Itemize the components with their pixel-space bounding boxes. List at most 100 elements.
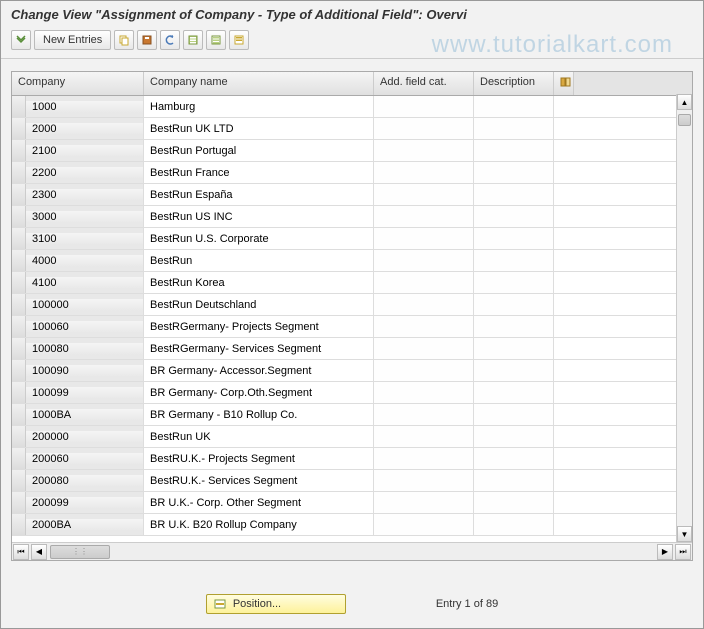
- row-selector[interactable]: [12, 316, 26, 337]
- cell-description[interactable]: [474, 140, 554, 161]
- horizontal-scrollbar[interactable]: ⏮ ◀ ⋮⋮ ▶ ⏭: [12, 542, 692, 560]
- cell-description[interactable]: [474, 272, 554, 293]
- cell-add-field[interactable]: [374, 360, 474, 381]
- cell-description[interactable]: [474, 360, 554, 381]
- table-row[interactable]: 3000BestRun US INC: [12, 206, 692, 228]
- cell-company-name[interactable]: BestRun: [144, 250, 374, 271]
- cell-add-field[interactable]: [374, 140, 474, 161]
- cell-add-field[interactable]: [374, 206, 474, 227]
- table-row[interactable]: 3100BestRun U.S. Corporate: [12, 228, 692, 250]
- cell-add-field[interactable]: [374, 448, 474, 469]
- scroll-up-button[interactable]: ▲: [677, 94, 692, 110]
- cell-company-name[interactable]: BestRun U.S. Corporate: [144, 228, 374, 249]
- cell-add-field[interactable]: [374, 294, 474, 315]
- table-row[interactable]: 2100BestRun Portugal: [12, 140, 692, 162]
- cell-add-field[interactable]: [374, 96, 474, 117]
- scroll-thumb[interactable]: [678, 114, 691, 126]
- cell-description[interactable]: [474, 96, 554, 117]
- cell-company-name[interactable]: BestRun UK LTD: [144, 118, 374, 139]
- hscroll-thumb-1[interactable]: ⋮⋮: [50, 545, 110, 559]
- cell-description[interactable]: [474, 382, 554, 403]
- cell-description[interactable]: [474, 162, 554, 183]
- table-row[interactable]: 4000BestRun: [12, 250, 692, 272]
- cell-company[interactable]: 100080: [12, 338, 144, 359]
- cell-add-field[interactable]: [374, 404, 474, 425]
- cell-company[interactable]: 3100: [12, 228, 144, 249]
- cell-company[interactable]: 1000: [12, 96, 144, 117]
- table-row[interactable]: 100090BR Germany- Accessor.Segment: [12, 360, 692, 382]
- table-row[interactable]: 200099BR U.K.- Corp. Other Segment: [12, 492, 692, 514]
- table-row[interactable]: 2200BestRun France: [12, 162, 692, 184]
- new-entries-button[interactable]: New Entries: [34, 30, 111, 50]
- table-row[interactable]: 200080BestRU.K.- Services Segment: [12, 470, 692, 492]
- cell-company-name[interactable]: Hamburg: [144, 96, 374, 117]
- cell-add-field[interactable]: [374, 228, 474, 249]
- row-selector[interactable]: [12, 360, 26, 381]
- cell-company[interactable]: 2000: [12, 118, 144, 139]
- cell-company[interactable]: 100099: [12, 382, 144, 403]
- cell-add-field[interactable]: [374, 162, 474, 183]
- table-row[interactable]: 2000BABR U.K. B20 Rollup Company: [12, 514, 692, 536]
- cell-company-name[interactable]: BestRun France: [144, 162, 374, 183]
- column-header-company[interactable]: Company: [12, 72, 144, 95]
- cell-add-field[interactable]: [374, 118, 474, 139]
- cell-add-field[interactable]: [374, 272, 474, 293]
- cell-description[interactable]: [474, 184, 554, 205]
- row-selector[interactable]: [12, 250, 26, 271]
- scroll-left-button[interactable]: ◀: [31, 544, 47, 560]
- cell-company[interactable]: 200099: [12, 492, 144, 513]
- cell-company[interactable]: 200080: [12, 470, 144, 491]
- row-selector[interactable]: [12, 492, 26, 513]
- cell-add-field[interactable]: [374, 316, 474, 337]
- cell-company-name[interactable]: BestRun Portugal: [144, 140, 374, 161]
- cell-company[interactable]: 1000BA: [12, 404, 144, 425]
- position-button[interactable]: Position...: [206, 594, 346, 614]
- cell-company-name[interactable]: BestRun UK: [144, 426, 374, 447]
- table-row[interactable]: 4100BestRun Korea: [12, 272, 692, 294]
- cell-description[interactable]: [474, 206, 554, 227]
- cell-description[interactable]: [474, 118, 554, 139]
- cell-company-name[interactable]: BR Germany- Corp.Oth.Segment: [144, 382, 374, 403]
- row-selector[interactable]: [12, 118, 26, 139]
- cell-add-field[interactable]: [374, 338, 474, 359]
- cell-description[interactable]: [474, 426, 554, 447]
- cell-company-name[interactable]: BestRun US INC: [144, 206, 374, 227]
- table-row[interactable]: 1000BABR Germany - B10 Rollup Co.: [12, 404, 692, 426]
- cell-add-field[interactable]: [374, 382, 474, 403]
- cell-add-field[interactable]: [374, 492, 474, 513]
- cell-description[interactable]: [474, 316, 554, 337]
- cell-company-name[interactable]: BestRGermany- Projects Segment: [144, 316, 374, 337]
- cell-company[interactable]: 200060: [12, 448, 144, 469]
- cell-company-name[interactable]: BR U.K. B20 Rollup Company: [144, 514, 374, 535]
- row-selector[interactable]: [12, 470, 26, 491]
- cell-company[interactable]: 4000: [12, 250, 144, 271]
- scroll-down-button[interactable]: ▼: [677, 526, 692, 542]
- cell-company-name[interactable]: BestRun Deutschland: [144, 294, 374, 315]
- column-config-button[interactable]: [554, 72, 574, 95]
- cell-description[interactable]: [474, 470, 554, 491]
- cell-company-name[interactable]: BR Germany - B10 Rollup Co.: [144, 404, 374, 425]
- cell-company[interactable]: 4100: [12, 272, 144, 293]
- cell-company[interactable]: 2000BA: [12, 514, 144, 535]
- copy-button[interactable]: [114, 30, 134, 50]
- cell-company-name[interactable]: BestRU.K.- Services Segment: [144, 470, 374, 491]
- row-selector[interactable]: [12, 294, 26, 315]
- cell-company[interactable]: 100060: [12, 316, 144, 337]
- cell-description[interactable]: [474, 492, 554, 513]
- table-row[interactable]: 100080BestRGermany- Services Segment: [12, 338, 692, 360]
- row-selector[interactable]: [12, 162, 26, 183]
- delimit-button[interactable]: [229, 30, 249, 50]
- deselect-all-button[interactable]: [206, 30, 226, 50]
- row-selector[interactable]: [12, 272, 26, 293]
- table-row[interactable]: 2000BestRun UK LTD: [12, 118, 692, 140]
- table-row[interactable]: 200060BestRU.K.- Projects Segment: [12, 448, 692, 470]
- cell-description[interactable]: [474, 294, 554, 315]
- table-row[interactable]: 200000BestRun UK: [12, 426, 692, 448]
- cell-company-name[interactable]: BestRGermany- Services Segment: [144, 338, 374, 359]
- select-all-button[interactable]: [183, 30, 203, 50]
- cell-description[interactable]: [474, 404, 554, 425]
- vertical-scrollbar[interactable]: ▲ ▼: [676, 94, 692, 542]
- table-row[interactable]: 100060BestRGermany- Projects Segment: [12, 316, 692, 338]
- row-selector[interactable]: [12, 184, 26, 205]
- row-selector[interactable]: [12, 206, 26, 227]
